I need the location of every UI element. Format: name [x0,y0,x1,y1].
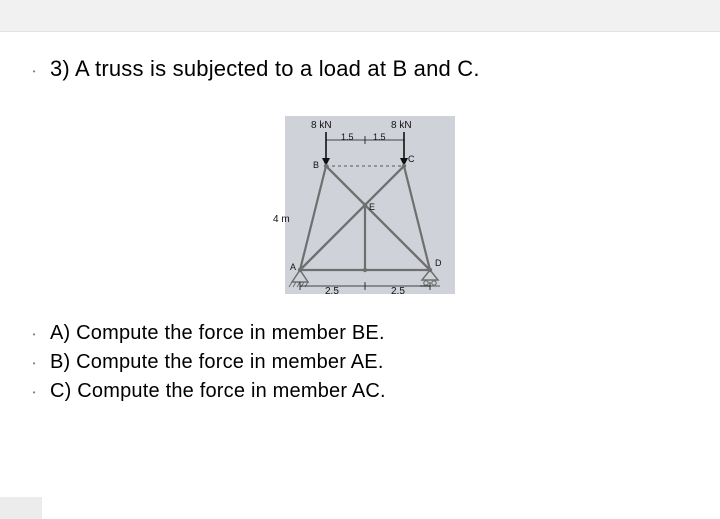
part-a-row: • A) Compute the force in member BE. [30,322,720,345]
svg-text:1.5: 1.5 [341,132,354,142]
svg-text:B: B [313,160,319,170]
part-b-row: • B) Compute the force in member AE. [30,351,720,374]
part-c-text: C) Compute the force in member AC. [50,380,386,403]
part-a-text: A) Compute the force in member BE. [50,322,385,345]
corner-overlay [0,497,42,519]
svg-text:8 kN: 8 kN [311,120,332,131]
svg-text:2.5: 2.5 [325,286,339,297]
answers-block: • A) Compute the force in member BE. • B… [0,322,720,403]
question-row: • 3) A truss is subjected to a load at B… [30,56,720,82]
question-block: • 3) A truss is subjected to a load at B… [0,56,720,82]
svg-text:2.5: 2.5 [391,286,405,297]
truss-figure: 8 kN 8 kN 1.5 1.5 4 m 2.5 2.5 B C E A D [255,110,465,300]
svg-text:8 kN: 8 kN [391,120,412,131]
svg-text:4 m: 4 m [273,214,290,225]
svg-text:D: D [435,258,442,268]
truss-svg: 8 kN 8 kN 1.5 1.5 4 m 2.5 2.5 B C E A D [255,110,465,300]
window-topbar [0,0,720,32]
figure-wrap: 8 kN 8 kN 1.5 1.5 4 m 2.5 2.5 B C E A D [0,110,720,300]
question-text: 3) A truss is subjected to a load at B a… [50,56,480,82]
bullet-icon: • [30,68,38,76]
bullet-icon: • [30,360,38,368]
svg-text:A: A [290,262,296,272]
svg-text:E: E [369,202,375,212]
svg-text:1.5: 1.5 [373,132,386,142]
bullet-icon: • [30,331,38,339]
bullet-icon: • [30,389,38,397]
part-c-row: • C) Compute the force in member AC. [30,380,720,403]
slide-content: • 3) A truss is subjected to a load at B… [0,32,720,403]
svg-text:C: C [408,154,415,164]
part-b-text: B) Compute the force in member AE. [50,351,384,374]
